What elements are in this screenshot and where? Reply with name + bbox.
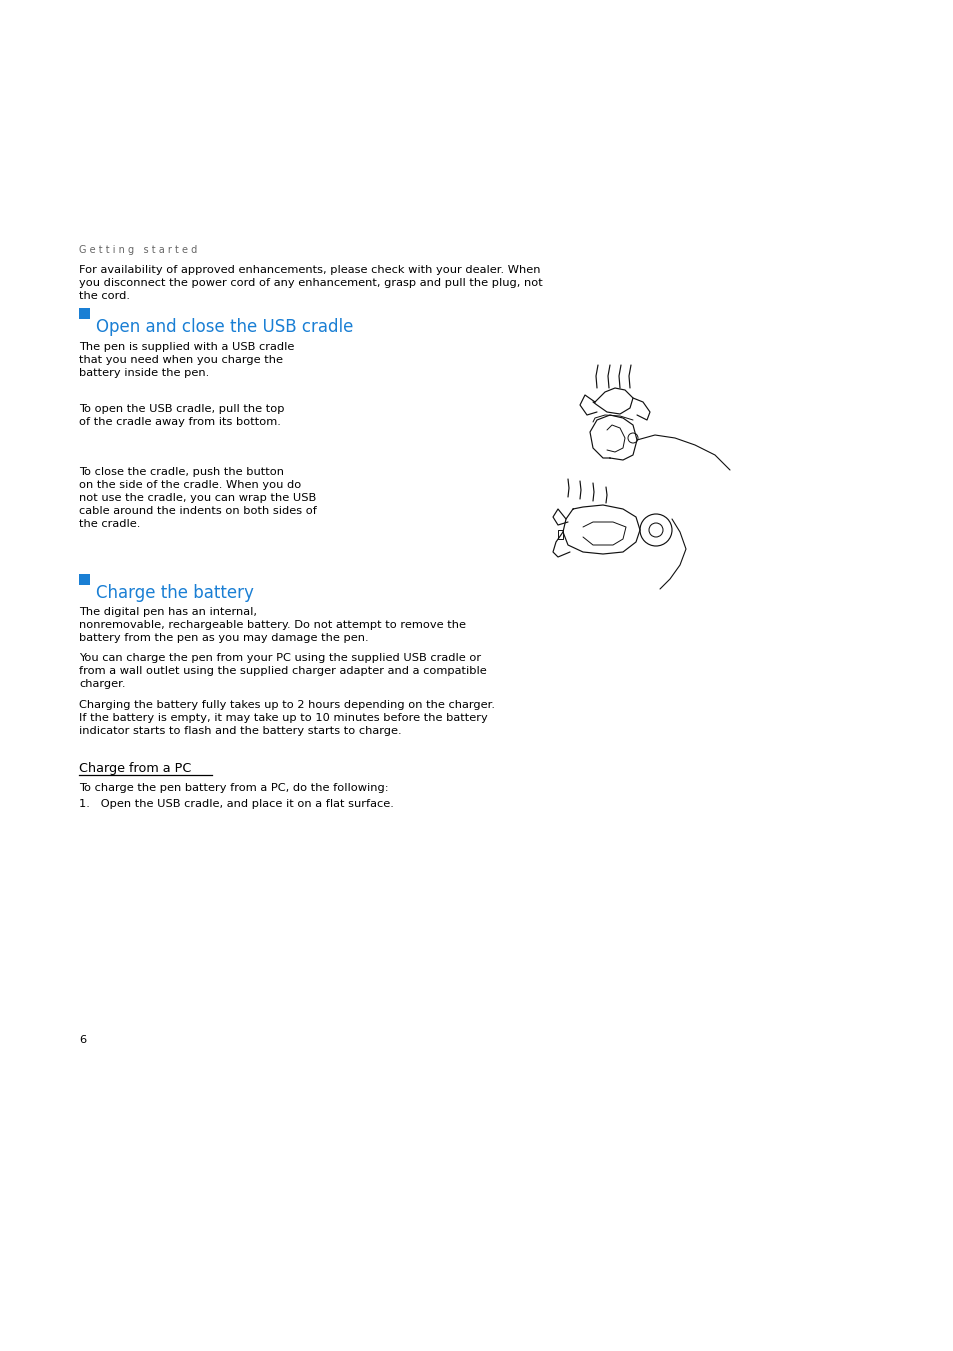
- Text: The digital pen has an internal,
nonremovable, rechargeable battery. Do not atte: The digital pen has an internal, nonremo…: [79, 607, 465, 643]
- Text: The pen is supplied with a USB cradle
that you need when you charge the
battery : The pen is supplied with a USB cradle th…: [79, 342, 294, 378]
- Bar: [79, 574, 90, 585]
- Text: 1.   Open the USB cradle, and place it on a flat surface.: 1. Open the USB cradle, and place it on …: [79, 798, 394, 809]
- Text: To close the cradle, push the button
on the side of the cradle. When you do
not : To close the cradle, push the button on …: [79, 467, 316, 530]
- Text: To open the USB cradle, pull the top
of the cradle away from its bottom.: To open the USB cradle, pull the top of …: [79, 404, 284, 427]
- Text: Open and close the USB cradle: Open and close the USB cradle: [96, 317, 353, 336]
- Text: You can charge the pen from your PC using the supplied USB cradle or
from a wall: You can charge the pen from your PC usin…: [79, 653, 486, 689]
- Text: 6: 6: [79, 1035, 86, 1046]
- Text: Charge from a PC: Charge from a PC: [79, 762, 192, 775]
- Text: G e t t i n g   s t a r t e d: G e t t i n g s t a r t e d: [79, 245, 197, 255]
- Text: Charge the battery: Charge the battery: [96, 584, 253, 603]
- Text: Charging the battery fully takes up to 2 hours depending on the charger.
If the : Charging the battery fully takes up to 2…: [79, 700, 495, 736]
- Text: To charge the pen battery from a PC, do the following:: To charge the pen battery from a PC, do …: [79, 784, 388, 793]
- Text: For availability of approved enhancements, please check with your dealer. When
y: For availability of approved enhancement…: [79, 265, 542, 301]
- Bar: [79, 308, 90, 319]
